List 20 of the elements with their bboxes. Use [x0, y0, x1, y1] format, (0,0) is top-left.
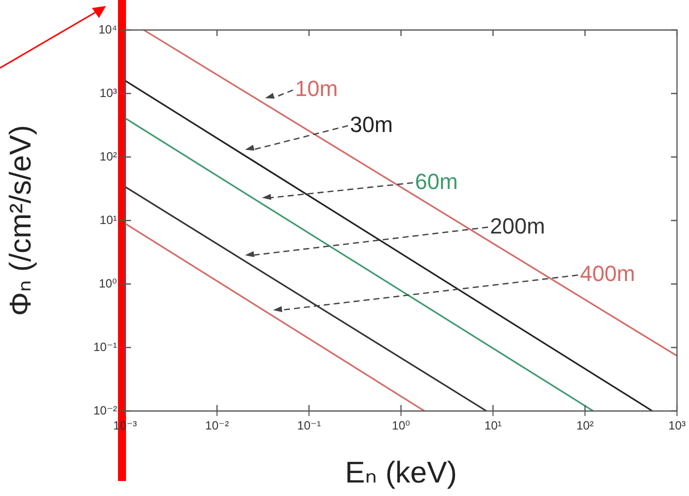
- y-tick-label: 10⁻¹: [93, 340, 117, 354]
- x-tick-label: 10⁰: [392, 418, 410, 433]
- x-tick-label: 10⁻²: [205, 418, 229, 433]
- y-tick-label: 10⁰: [98, 276, 118, 290]
- y-tick-label: 10³: [100, 86, 118, 100]
- x-tick-label: 10¹: [484, 418, 502, 433]
- y-axis-title: Φₙ (/cm²/s/eV): [4, 125, 38, 316]
- text: 60m: [415, 168, 458, 194]
- y-tick-label: 10²: [100, 149, 118, 164]
- y-tick-label: 10¹: [100, 212, 118, 227]
- text: 30m: [350, 112, 393, 137]
- x-axis-title: Eₙ (keV): [345, 456, 457, 490]
- x-tick-label: 10⁻¹: [297, 418, 321, 433]
- y-tick-label: 10⁴: [98, 22, 117, 36]
- x-tick-label: 10²: [576, 418, 594, 433]
- text: 400m: [580, 261, 636, 286]
- y-tick-label: 10⁻²: [93, 403, 117, 418]
- series-label: 10m: [295, 76, 338, 102]
- x-tick-label: 10³: [668, 418, 686, 433]
- text: 200m: [490, 213, 546, 238]
